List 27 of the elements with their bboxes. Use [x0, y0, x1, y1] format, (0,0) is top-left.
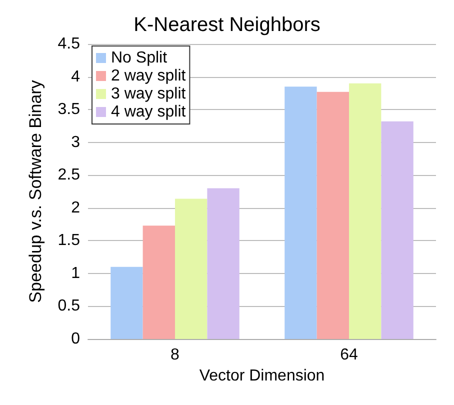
y-tick-label: 4 [71, 68, 80, 86]
bar [284, 86, 317, 339]
y-tick-label: 2.5 [58, 166, 80, 184]
y-axis-title: Speedup v.s. Software Binary [26, 80, 45, 303]
bar [316, 92, 349, 339]
y-tick-label: 0 [71, 330, 80, 348]
bar [175, 198, 208, 339]
legend-label: No Split [111, 50, 168, 66]
y-tick-label: 3.5 [58, 101, 80, 118]
chart-title: K-Nearest Neighbors [134, 14, 320, 36]
y-tick-label: 4.5 [58, 36, 80, 52]
x-tick-label: 64 [340, 346, 358, 364]
bar [349, 83, 382, 339]
x-tick-label: 8 [170, 346, 180, 364]
y-tick-label: 3 [71, 134, 80, 151]
bar [142, 226, 175, 339]
legend-label: 3 way split [111, 86, 186, 102]
legend-label: 4 way split [111, 104, 186, 120]
y-tick-label: 2 [71, 199, 80, 216]
y-tick-label: 1 [71, 264, 80, 282]
legend-label: 2 way split [111, 68, 186, 84]
bar [207, 188, 240, 339]
bar [381, 121, 414, 339]
y-tick-label: 0.5 [58, 298, 80, 315]
bar [110, 266, 143, 339]
x-axis-title: Vector Dimension [199, 367, 325, 384]
y-tick-label: 1.5 [58, 232, 80, 250]
